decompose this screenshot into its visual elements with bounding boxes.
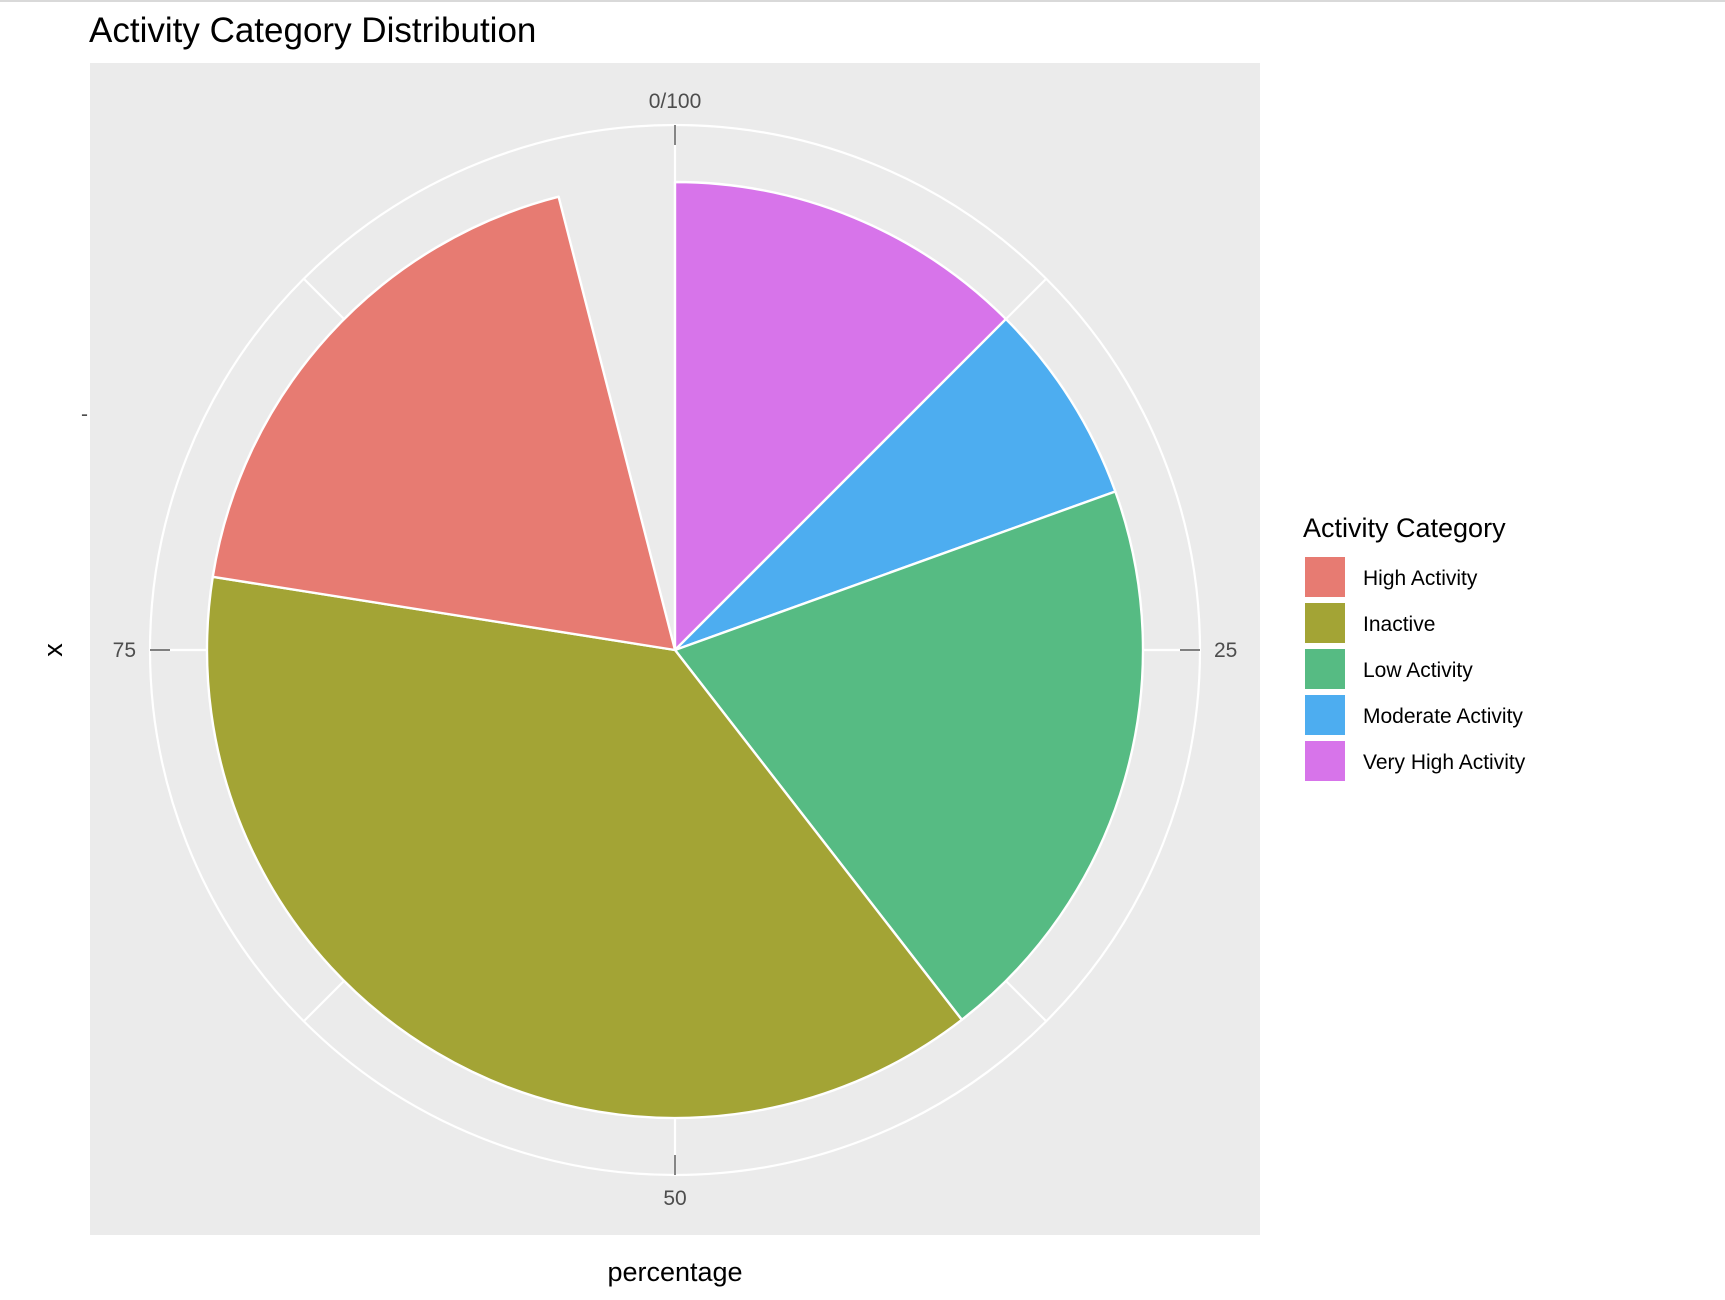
- theta-tick-label: 75: [113, 639, 136, 662]
- tick-layer: 0/100 25 50 75: [113, 90, 1238, 1210]
- chart-title: Activity Category Distribution: [89, 11, 536, 50]
- y-tick-label: -: [81, 403, 88, 426]
- slice-layer: [205, 180, 1145, 1120]
- theta-tick-label: 0/100: [649, 90, 702, 113]
- legend-label-low-activity: Low Activity: [1363, 659, 1473, 682]
- legend-key-high-activity: [1305, 557, 1345, 597]
- legend-label-very-high-activity: Very High Activity: [1363, 751, 1526, 774]
- theta-tick-label: 25: [1214, 639, 1237, 662]
- legend-title: Activity Category: [1303, 513, 1506, 543]
- x-axis-title: percentage: [607, 1257, 742, 1287]
- legend-key-inactive: [1305, 603, 1345, 643]
- legend: Activity Category High Activity Inactive L…: [1303, 513, 1526, 781]
- pie-slice-high-activity: [211, 195, 677, 652]
- pie-slice-low-activity: [673, 490, 1145, 1021]
- legend-label-high-activity: High Activity: [1363, 567, 1478, 590]
- pie-slice-inactive: [205, 575, 964, 1120]
- theta-tick-label: 50: [663, 1187, 686, 1210]
- legend-key-very-high-activity: [1305, 741, 1345, 781]
- pie-slice-moderate-activity: [673, 317, 1117, 652]
- pie-slice-very-high-activity: [673, 180, 1008, 652]
- legend-key-moderate-activity: [1305, 695, 1345, 735]
- legend-key-low-activity: [1305, 649, 1345, 689]
- y-axis-title: x: [38, 643, 68, 657]
- legend-label-moderate-activity: Moderate Activity: [1363, 705, 1523, 728]
- top-border: [0, 0, 1725, 2]
- legend-label-inactive: Inactive: [1363, 613, 1435, 636]
